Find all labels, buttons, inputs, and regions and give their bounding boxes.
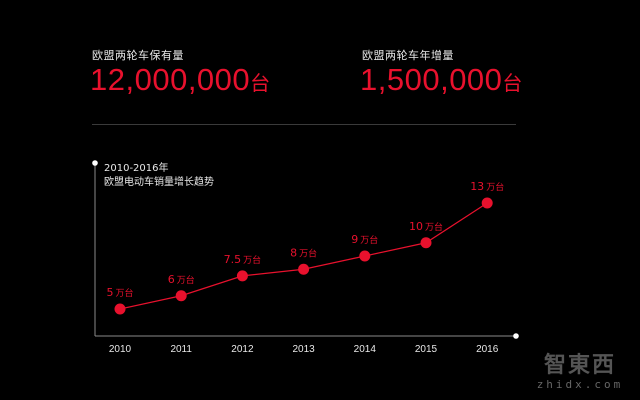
stat-value-increment: 1,500,000台 bbox=[360, 62, 523, 98]
divider bbox=[92, 124, 516, 125]
stat-number-stock: 12,000,000 bbox=[90, 62, 251, 97]
y-axis-end-dot bbox=[92, 160, 98, 166]
watermark-url: zhidx.com bbox=[536, 378, 624, 391]
data-label: 10 万台 bbox=[409, 220, 443, 233]
data-label: 7.5 万台 bbox=[224, 253, 262, 266]
data-point bbox=[420, 237, 432, 249]
data-label: 13 万台 bbox=[470, 180, 504, 193]
data-label: 8 万台 bbox=[290, 246, 317, 259]
data-point bbox=[298, 263, 310, 275]
chart-title-line1: 2010-2016年 bbox=[104, 163, 169, 174]
stat-value-stock: 12,000,000台 bbox=[90, 62, 271, 98]
x-tick-label: 2016 bbox=[476, 344, 499, 355]
x-tick-label: 2015 bbox=[415, 344, 438, 355]
x-tick-label: 2010 bbox=[109, 344, 132, 355]
data-label: 9 万台 bbox=[351, 233, 378, 246]
x-axis-end-dot bbox=[513, 333, 519, 339]
stat-unit-stock: 台 bbox=[250, 71, 271, 95]
data-label: 5 万台 bbox=[106, 286, 133, 299]
data-point bbox=[481, 197, 493, 209]
data-point bbox=[236, 270, 248, 282]
x-tick-label: 2013 bbox=[292, 344, 315, 355]
chart-title-line2: 欧盟电动车销量增长趋势 bbox=[104, 177, 214, 188]
watermark: 智東西 zhidx.com bbox=[530, 354, 630, 394]
stat-number-increment: 1,500,000 bbox=[360, 62, 503, 97]
data-point bbox=[114, 303, 126, 315]
stat-label-increment: 欧盟两轮车年增量 bbox=[362, 49, 454, 62]
watermark-logo: 智東西 bbox=[543, 353, 616, 378]
x-tick-label: 2011 bbox=[170, 344, 192, 355]
data-label: 6 万台 bbox=[168, 273, 195, 286]
data-point bbox=[359, 250, 371, 262]
stat-label-stock: 欧盟两轮车保有量 bbox=[92, 49, 184, 62]
stat-unit-increment: 台 bbox=[502, 71, 523, 95]
data-point bbox=[175, 290, 187, 302]
x-tick-label: 2014 bbox=[354, 344, 377, 355]
x-tick-label: 2012 bbox=[231, 344, 254, 355]
